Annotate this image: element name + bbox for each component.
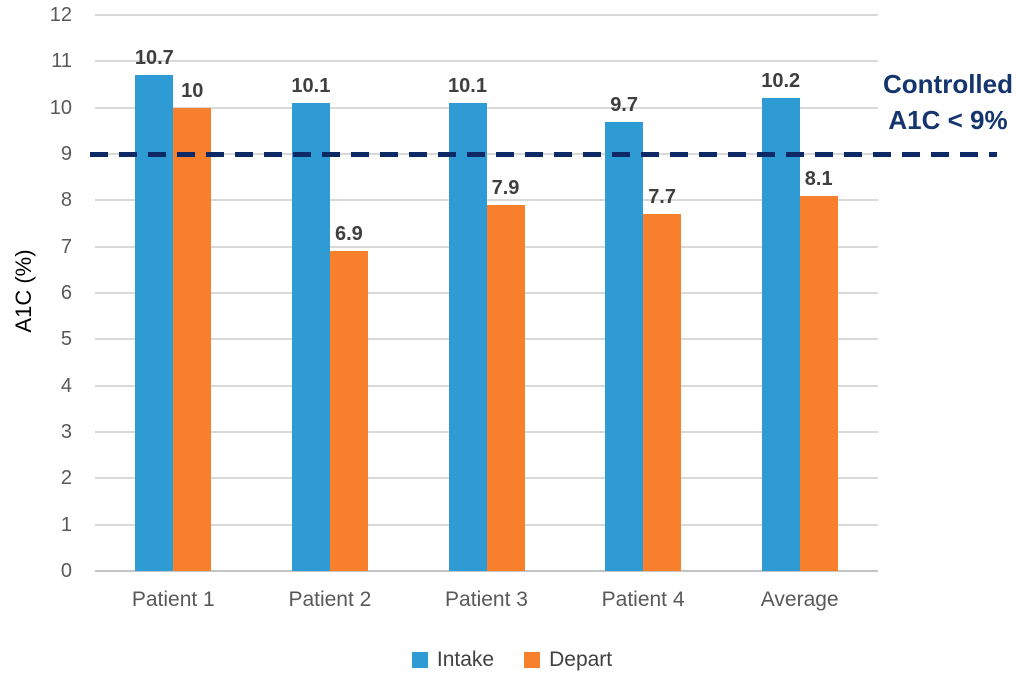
gridline [95,60,878,63]
category-label: Patient 2 [288,588,372,611]
legend-item-depart: Depart [524,648,612,672]
reference-dashed-line [90,151,997,157]
legend-swatch-icon [411,652,428,668]
legend-swatch-icon [524,652,541,668]
category-label: Patient 4 [601,588,685,611]
y-tick-label: 7 [60,235,72,258]
bar-depart [486,204,525,571]
legend-label: Intake [436,648,495,671]
bar-intake [135,75,174,571]
bar-intake [761,98,800,571]
bar-depart [173,107,212,571]
data-label: 10.2 [761,70,801,93]
y-tick-label: 6 [60,282,72,304]
y-tick-label: 1 [60,513,72,536]
bar-depart [329,251,368,571]
x-axis-line [95,570,878,572]
y-tick-label: 11 [51,50,72,73]
data-label: 7.7 [648,186,676,209]
bar-intake [448,103,487,571]
gridline [95,106,878,109]
reference-line-annotation: Controlled A1C < 9% [873,66,1023,138]
data-label: 8.1 [804,167,833,190]
data-label: 9.7 [610,93,638,116]
y-tick-label: 8 [60,189,72,212]
gridline [95,14,878,16]
y-tick-label: 9 [60,143,72,165]
data-label: 10.7 [134,47,174,70]
legend-item-intake: Intake [411,648,495,672]
y-tick-label: 4 [60,374,72,397]
data-label: 10 [181,79,204,102]
y-tick-label: 2 [60,467,72,490]
gridline [95,199,878,202]
y-tick-label: 3 [60,421,72,443]
bar-depart [799,195,838,571]
category-label: Average [760,588,839,611]
data-label: 10.1 [448,75,487,98]
y-tick-label: 0 [60,560,72,582]
bar-intake [291,103,330,571]
chart-legend: Intake Depart [0,648,1024,672]
y-tick-label: 12 [49,4,72,26]
annotation-line-1: Controlled [883,69,1013,99]
data-label: 7.9 [491,176,520,199]
bar-intake [605,121,644,571]
y-tick-label: 5 [60,328,72,351]
category-label: Patient 3 [445,588,528,611]
legend-label: Depart [549,648,613,671]
bar-depart [643,214,682,571]
y-tick-label: 10 [49,96,72,119]
category-label: Patient 1 [131,588,215,611]
data-label: 10.1 [291,75,331,98]
annotation-line-2: A1C < 9% [888,105,1008,135]
data-label: 6.9 [334,223,363,246]
